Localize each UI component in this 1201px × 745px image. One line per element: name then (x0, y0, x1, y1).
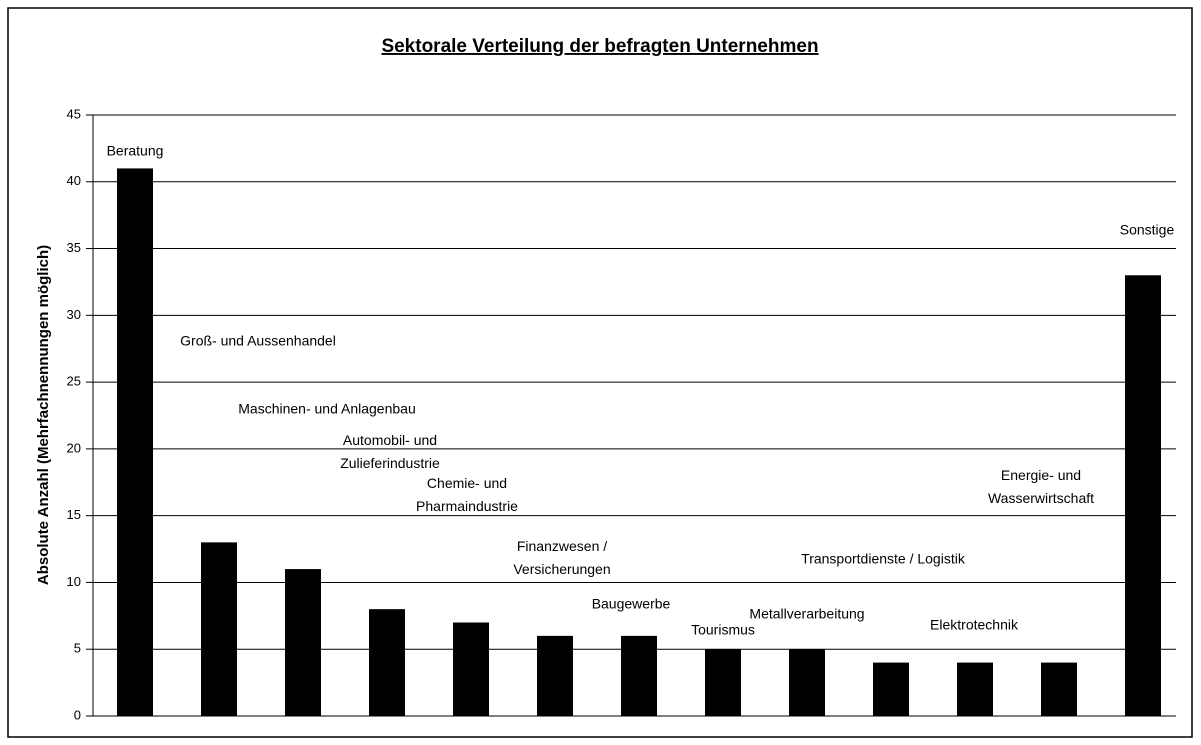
y-tick-label: 30 (67, 307, 81, 322)
category-label: Chemie- und Pharmaindustrie (416, 475, 518, 514)
bar (1041, 662, 1077, 716)
category-label: Transportdienste / Logistik (801, 551, 966, 567)
bar (621, 635, 657, 716)
bar (453, 622, 489, 716)
y-axis-title: Absolute Anzahl (Mehrfachnennungen mögli… (35, 245, 52, 585)
category-label: Automobil- und Zulieferindustrie (340, 432, 440, 471)
bar (537, 635, 573, 716)
category-label: Groß- und Aussenhandel (180, 333, 336, 349)
bar (705, 649, 741, 716)
bar (1125, 275, 1161, 716)
category-label: Beratung (107, 143, 164, 159)
category-label: Energie- und Wasserwirtschaft (988, 467, 1094, 506)
category-label: Sonstige (1120, 222, 1175, 238)
y-tick-label: 40 (67, 173, 81, 188)
category-label: Maschinen- und Anlagenbau (238, 401, 415, 417)
y-tick-label: 10 (67, 574, 81, 589)
bar (201, 542, 237, 716)
bar (873, 662, 909, 716)
category-label: Baugewerbe (592, 596, 671, 612)
y-tick-label: 35 (67, 240, 81, 255)
category-label: Metallverarbeitung (749, 606, 864, 622)
y-tick-label: 0 (74, 707, 81, 722)
category-label: Elektrotechnik (930, 617, 1019, 633)
y-tick-label: 5 (74, 641, 81, 656)
category-label: Tourismus (691, 622, 755, 638)
bar (117, 168, 153, 716)
bar (285, 569, 321, 716)
y-tick-label: 20 (67, 440, 81, 455)
y-tick-label: 15 (67, 507, 81, 522)
category-label: Finanzwesen / Versicherungen (513, 538, 610, 577)
y-tick-label: 45 (67, 106, 81, 121)
bar (789, 649, 825, 716)
bar (369, 609, 405, 716)
bar (957, 662, 993, 716)
y-tick-label: 25 (67, 374, 81, 389)
chart-title: Sektorale Verteilung der befragten Unter… (381, 36, 818, 57)
